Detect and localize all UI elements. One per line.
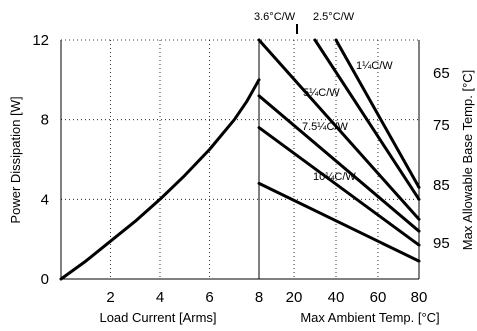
x2-tick-label: 80 [411,289,428,306]
x-tick-label: 2 [106,289,114,306]
x2-tick-label: 60 [370,289,387,306]
curve-annotation: 2.5°C/W [313,11,355,23]
x-tick-label: 8 [255,289,263,306]
y-tick-label: 4 [41,191,49,208]
y-tick-label: 0 [41,271,49,288]
thermal-resistance-line [334,38,421,189]
x2-axis-title: Max Ambient Temp. [°C] [300,310,439,325]
x-axis-title: Load Current [Arms] [99,310,216,325]
x2-tick-label: 20 [286,289,303,306]
y-axis-title: Power Dissipation [W] [8,96,23,223]
thermal-resistance-line [257,94,421,233]
y-tick-label: 12 [32,32,49,49]
curve-annotation: 7.5¼C/W [302,121,348,133]
curve-layer [59,38,421,281]
y2-axis-title: Max Allowable Base Temp. [°C] [460,70,475,251]
y2-tick-label: 85 [433,177,450,194]
label-layer: 0 4 8 12 2 4 6 8 20 40 60 80 65 75 85 95 Load Current [A… [8,11,475,325]
curve-annotation: 3.6°C/W [254,11,296,23]
x-tick-label: 6 [205,289,213,306]
power-curve [59,78,261,281]
y2-tick-label: 95 [433,235,450,252]
thermal-resistance-line [257,181,421,263]
curve-annotation: 1¼C/W [356,60,393,72]
y2-tick-label: 65 [433,65,450,82]
y-tick-label: 8 [41,112,49,129]
thermal-resistance-line [257,38,421,221]
x-tick-label: 4 [156,289,164,306]
x2-tick-label: 40 [328,289,345,306]
curve-annotation: 5¼C/W [303,87,340,99]
thermal-resistance-line [313,38,421,201]
curve-annotation: 10¼C/W [313,171,356,183]
y2-tick-label: 75 [433,117,450,134]
thermal-resistance-line [257,126,421,247]
